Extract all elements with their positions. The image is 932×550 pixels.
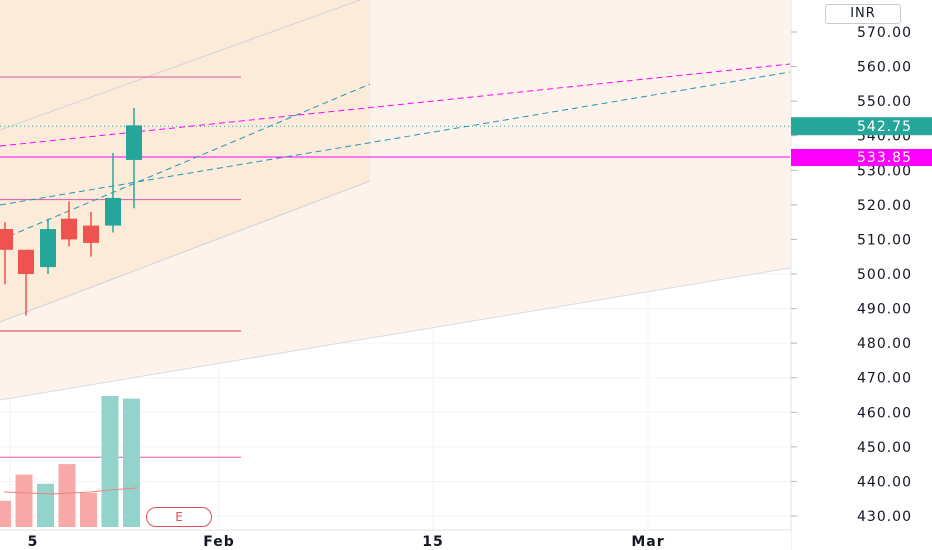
y-tick-label: 560.00 bbox=[857, 60, 912, 76]
volume-moving-average bbox=[3, 487, 138, 495]
y-tick-label: 520.00 bbox=[857, 198, 912, 214]
currency-selector[interactable]: INR bbox=[825, 4, 901, 24]
y-tick-label: 470.00 bbox=[857, 371, 912, 387]
x-tick-label: 15 bbox=[422, 534, 443, 550]
candle-body[interactable] bbox=[61, 218, 77, 240]
parallel-channel-lower-line bbox=[0, 180, 371, 323]
y-tick-label: 510.00 bbox=[857, 232, 912, 248]
volume-bar bbox=[80, 492, 97, 527]
line-price-badge bbox=[791, 148, 932, 166]
volume-bar bbox=[15, 474, 33, 527]
time-axis-background bbox=[0, 530, 791, 550]
volume-bar bbox=[0, 500, 11, 527]
volume-bar bbox=[58, 464, 76, 527]
candle-body[interactable] bbox=[40, 229, 56, 268]
regression-channel-lower-line bbox=[0, 267, 791, 401]
x-tick-label: Feb bbox=[203, 534, 235, 550]
candle-body[interactable] bbox=[0, 229, 13, 250]
parallel-channel-upper-line bbox=[0, 0, 361, 131]
y-tick-label: 550.00 bbox=[857, 94, 912, 110]
volume-bar bbox=[101, 396, 119, 527]
y-tick-label: 480.00 bbox=[857, 336, 912, 352]
last-price-badge bbox=[791, 117, 932, 136]
y-tick-label: 500.00 bbox=[857, 267, 912, 283]
y-tick-label: 570.00 bbox=[857, 25, 912, 41]
price-axis-background bbox=[791, 0, 932, 550]
y-tick-label: 440.00 bbox=[857, 474, 912, 490]
x-tick-label: Mar bbox=[631, 534, 664, 550]
y-tick-label: 430.00 bbox=[857, 509, 912, 525]
volume-bar bbox=[37, 483, 54, 527]
candle-body[interactable] bbox=[18, 249, 34, 274]
trend-line-blue-short[interactable] bbox=[0, 83, 371, 241]
candle-body[interactable] bbox=[126, 125, 142, 160]
y-tick-label: 450.00 bbox=[857, 440, 912, 456]
y-tick-label: 490.00 bbox=[857, 302, 912, 318]
last-price-label: 542.75 bbox=[857, 119, 912, 135]
y-tick-label: 460.00 bbox=[857, 405, 912, 421]
x-tick-label: 5 bbox=[28, 534, 39, 550]
trend-line-blue-long[interactable] bbox=[0, 71, 791, 206]
y-tick-label: 530.00 bbox=[857, 163, 912, 179]
volume-bar bbox=[123, 398, 140, 527]
earnings-marker[interactable]: E bbox=[146, 507, 212, 527]
line-price-label: 533.85 bbox=[857, 150, 912, 166]
candle-body[interactable] bbox=[105, 197, 121, 226]
candle-body[interactable] bbox=[83, 225, 99, 243]
